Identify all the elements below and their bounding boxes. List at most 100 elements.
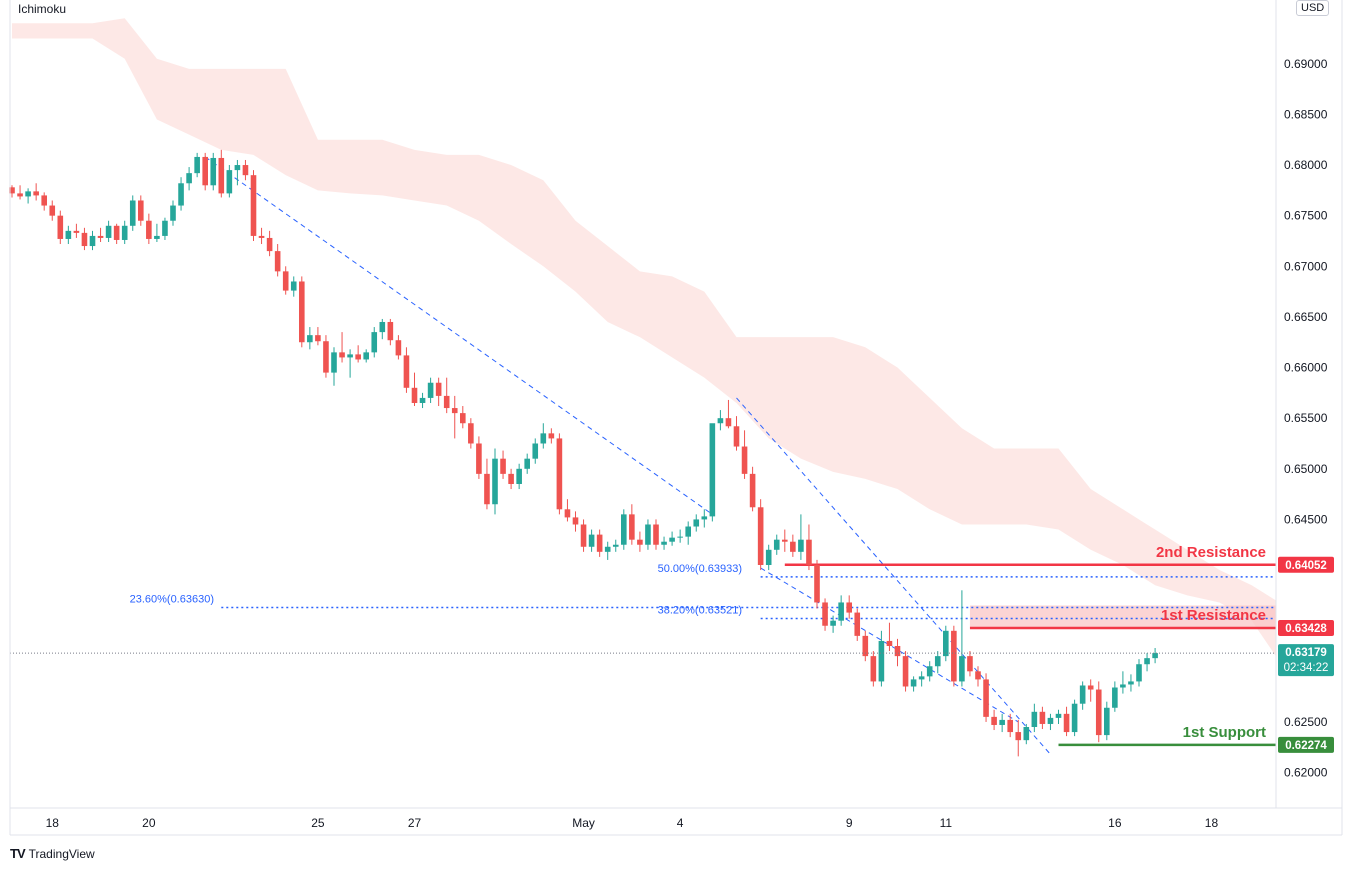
candle-body — [967, 656, 973, 672]
candle-body — [154, 235, 160, 239]
current-price-tag-bg — [1278, 644, 1334, 677]
price-tick-label: 0.67000 — [1284, 259, 1328, 273]
candle-body — [918, 676, 925, 680]
candle-body — [943, 630, 949, 657]
candle-body — [129, 200, 136, 226]
candle-body — [596, 534, 603, 552]
candle-body — [540, 433, 547, 444]
price-tick-label: 0.68000 — [1284, 158, 1328, 172]
candle-body — [218, 157, 225, 194]
candle-body — [926, 666, 933, 677]
price-tag: 0.62274 — [1285, 740, 1327, 752]
price-tag: 0.64052 — [1285, 560, 1327, 572]
candle-body — [443, 395, 450, 409]
candle-body — [315, 335, 321, 342]
current-price-tag-countdown: 02:34:22 — [1284, 662, 1329, 674]
candle-body — [339, 352, 345, 358]
time-tick-label: 18 — [1205, 816, 1219, 830]
indicator-legend-label[interactable]: Ichimoku — [18, 2, 67, 16]
candle-body — [307, 335, 313, 343]
candle-body — [637, 539, 643, 545]
candle-body — [1007, 719, 1013, 733]
candle-body — [9, 187, 15, 194]
candle-body — [299, 281, 305, 343]
trendline — [204, 156, 713, 515]
candle-body — [73, 230, 80, 233]
candle-body — [387, 321, 394, 341]
candle-body — [749, 473, 756, 508]
key-level-label: 2nd Resistance — [1156, 544, 1266, 561]
candle-body — [210, 157, 217, 186]
candle-body — [41, 195, 47, 206]
candle-body — [17, 193, 23, 197]
candle-body — [1128, 681, 1134, 685]
candle-body — [121, 225, 128, 240]
candle-body — [790, 541, 796, 552]
candle-body — [983, 679, 989, 717]
candle-body — [814, 564, 820, 603]
trendline — [736, 397, 1051, 755]
candle-body — [894, 645, 901, 657]
candle-body — [290, 281, 297, 291]
candle-body — [258, 235, 265, 238]
price-tick-label: 0.67500 — [1284, 209, 1328, 223]
candle-body — [146, 220, 152, 239]
candle-body — [89, 235, 96, 247]
key-level-label: 1st Support — [1183, 724, 1266, 741]
time-tick-label: 4 — [677, 816, 684, 830]
price-tick-label: 0.69000 — [1284, 57, 1328, 71]
candle-body — [427, 382, 434, 398]
candle-body — [1120, 684, 1126, 688]
candle-body — [49, 205, 56, 216]
candle-body — [806, 539, 812, 565]
candle-body — [782, 539, 788, 542]
candle-body — [798, 539, 804, 552]
candle-body — [395, 340, 402, 356]
candle-body — [604, 546, 611, 552]
candle-body — [468, 423, 474, 444]
candle-body — [677, 536, 683, 538]
candle-body — [621, 514, 627, 545]
price-tick-label: 0.66000 — [1284, 361, 1328, 375]
candle-body — [991, 716, 997, 725]
candle-body — [242, 165, 249, 176]
candle-body — [588, 534, 595, 547]
candle-body — [226, 170, 233, 194]
candle-body — [854, 612, 861, 636]
candle-body — [516, 468, 522, 484]
price-tick-label: 0.68500 — [1284, 107, 1328, 121]
candle-body — [411, 387, 418, 403]
candle-body — [870, 656, 877, 682]
candle-body — [1079, 685, 1086, 704]
candle-body — [1087, 685, 1094, 690]
tradingview-branding[interactable]: TV TradingView — [10, 846, 95, 861]
candle-body — [371, 332, 378, 353]
candle-body — [1031, 711, 1038, 727]
candle-body — [838, 602, 844, 621]
candle-body — [170, 205, 176, 221]
candle-body — [282, 271, 289, 291]
currency-button[interactable]: USD — [1296, 0, 1330, 16]
candle-body — [645, 524, 651, 545]
candle-body — [57, 215, 64, 239]
candle-body — [612, 544, 619, 547]
candle-body — [25, 191, 31, 197]
candle-body — [669, 537, 675, 542]
candle-body — [484, 473, 490, 505]
candle-body — [1104, 707, 1110, 736]
candle-body — [902, 656, 909, 687]
candle-body — [363, 352, 369, 360]
fib-level-label: 50.00%(0.63933) — [658, 563, 742, 575]
candle-body — [33, 191, 39, 196]
candle-body — [500, 458, 506, 474]
candle-body — [701, 516, 708, 520]
candle-body — [951, 630, 957, 682]
candle-body — [1144, 658, 1150, 665]
candle-body — [717, 418, 724, 424]
candle-body — [274, 251, 281, 272]
price-tag-bg — [1278, 736, 1334, 753]
candle-body — [451, 408, 458, 414]
candle-body — [548, 433, 555, 439]
candle-body — [878, 640, 885, 682]
